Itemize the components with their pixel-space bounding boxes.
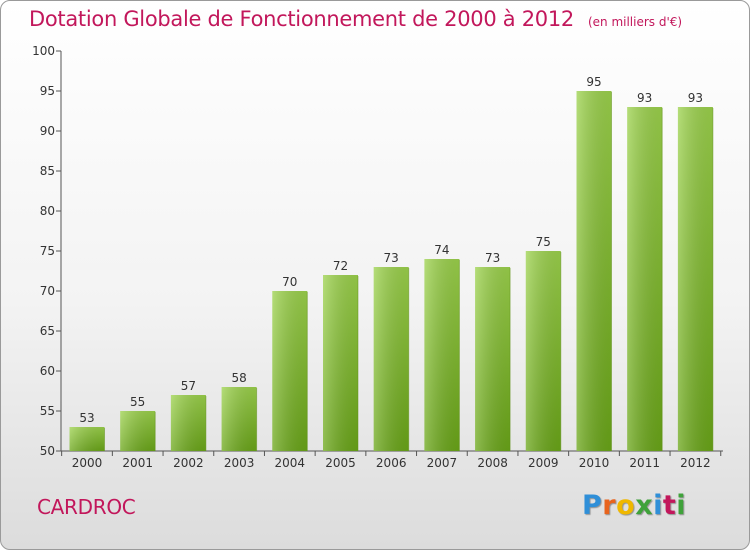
value-label: 93 xyxy=(688,91,703,105)
y-tick-label: 80 xyxy=(40,204,55,218)
logo-letter: i xyxy=(653,490,663,521)
y-axis: 50 55 60 65 70 75 80 85 90 95 100 xyxy=(32,44,62,458)
value-label: 53 xyxy=(79,411,94,425)
bar-shade-2005 xyxy=(323,275,358,451)
x-tick-label: 2002 xyxy=(173,456,204,470)
value-label: 72 xyxy=(333,259,348,273)
value-label: 73 xyxy=(384,251,399,265)
proxiti-logo: Proxiti xyxy=(582,490,686,521)
bar-shade-2004 xyxy=(272,291,308,451)
x-tick-label: 2011 xyxy=(629,456,660,470)
x-tick-label: 2007 xyxy=(427,456,458,470)
logo-letter: r xyxy=(602,490,617,521)
value-label: 74 xyxy=(434,243,449,257)
bar-shade-2001 xyxy=(120,411,156,451)
x-tick-label: 2012 xyxy=(680,456,711,470)
x-tick-label: 2005 xyxy=(325,456,356,470)
logo-letter: t xyxy=(662,490,677,521)
bar-shade-2003 xyxy=(221,387,257,451)
y-tick-label: 85 xyxy=(40,164,55,178)
x-tick-label: 2006 xyxy=(376,456,407,470)
y-tick-label: 90 xyxy=(40,124,55,138)
x-axis: 2000 2001 2002 2003 2004 2005 2006 2007 2008 2009… xyxy=(61,450,723,470)
bar-shade-2007 xyxy=(424,259,460,451)
logo-letter: P xyxy=(582,490,603,521)
value-label: 55 xyxy=(130,395,145,409)
y-tick-label: 65 xyxy=(40,324,55,338)
bar-shade-2008 xyxy=(475,267,511,451)
bars xyxy=(69,91,714,451)
bar-shade-2006 xyxy=(373,267,409,451)
bar-shade-2012 xyxy=(677,107,713,451)
value-label: 58 xyxy=(231,371,246,385)
y-tick-label: 75 xyxy=(40,244,55,258)
data-labels: 53 55 57 58 70 72 73 74 73 75 95 93 93 xyxy=(79,75,703,425)
y-tick-label: 100 xyxy=(32,44,55,58)
value-label: 70 xyxy=(282,275,297,289)
x-tick-label: 2004 xyxy=(275,456,306,470)
value-label: 93 xyxy=(637,91,652,105)
value-label: 95 xyxy=(586,75,601,89)
bar-shade-2011 xyxy=(627,107,663,451)
logo-letter: o xyxy=(616,490,636,521)
x-tick-label: 2008 xyxy=(477,456,508,470)
value-label: 57 xyxy=(181,379,196,393)
y-tick-label: 55 xyxy=(40,404,55,418)
y-tick-label: 60 xyxy=(40,364,55,378)
value-label: 75 xyxy=(536,235,551,249)
bar-shade-2000 xyxy=(69,427,105,451)
logo-letter: i xyxy=(676,490,687,521)
bar-shade-2010 xyxy=(576,91,612,451)
y-tick-label: 70 xyxy=(40,284,55,298)
commune-name: CARDROC xyxy=(37,495,136,519)
y-tick-label: 95 xyxy=(40,84,55,98)
value-label: 73 xyxy=(485,251,500,265)
logo-letter: x xyxy=(635,490,654,521)
x-tick-label: 2010 xyxy=(579,456,610,470)
bar-shade-2009 xyxy=(525,251,561,451)
y-tick-label: 50 xyxy=(40,444,55,458)
x-tick-label: 2003 xyxy=(224,456,255,470)
chart-subtitle: (en milliers d'€) xyxy=(587,15,683,29)
chart-title: Dotation Globale de Fonctionnement de 20… xyxy=(29,7,574,31)
x-tick-label: 2000 xyxy=(72,456,103,470)
bar-shade-2002 xyxy=(170,395,206,451)
x-tick-label: 2009 xyxy=(528,456,559,470)
x-tick-label: 2001 xyxy=(122,456,153,470)
title-row: Dotation Globale de Fonctionnement de 20… xyxy=(29,7,682,31)
